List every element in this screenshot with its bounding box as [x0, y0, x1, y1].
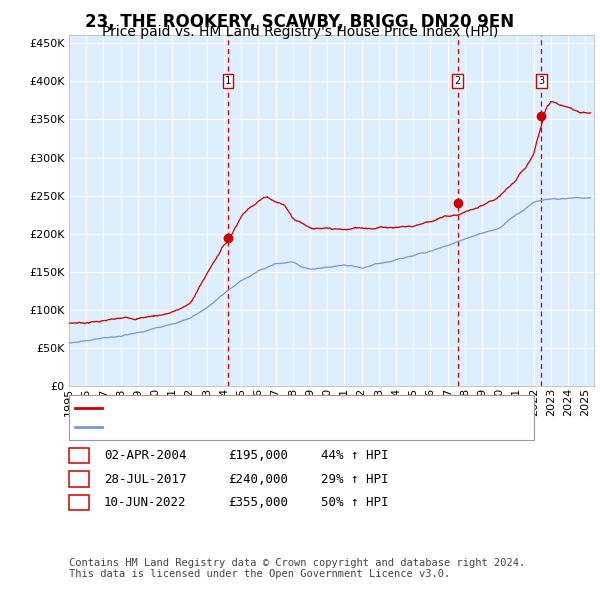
Text: £355,000: £355,000	[228, 496, 288, 509]
Text: 23, THE ROOKERY, SCAWBY, BRIGG, DN20 9EN (detached house): 23, THE ROOKERY, SCAWBY, BRIGG, DN20 9EN…	[108, 401, 514, 414]
Text: £195,000: £195,000	[228, 449, 288, 462]
Text: 10-JUN-2022: 10-JUN-2022	[104, 496, 187, 509]
Text: £240,000: £240,000	[228, 473, 288, 486]
Text: Price paid vs. HM Land Registry's House Price Index (HPI): Price paid vs. HM Land Registry's House …	[102, 25, 498, 39]
Text: Contains HM Land Registry data © Crown copyright and database right 2024.
This d: Contains HM Land Registry data © Crown c…	[69, 558, 525, 579]
Text: 1: 1	[225, 76, 232, 86]
Text: 02-APR-2004: 02-APR-2004	[104, 449, 187, 462]
Text: 3: 3	[538, 76, 544, 86]
Text: HPI: Average price, detached house, North Lincolnshire: HPI: Average price, detached house, Nort…	[108, 421, 493, 434]
Text: 3: 3	[76, 496, 83, 509]
Text: 2: 2	[455, 76, 461, 86]
Text: 44% ↑ HPI: 44% ↑ HPI	[321, 449, 389, 462]
Text: 2: 2	[76, 473, 83, 486]
Text: 50% ↑ HPI: 50% ↑ HPI	[321, 496, 389, 509]
Text: 23, THE ROOKERY, SCAWBY, BRIGG, DN20 9EN: 23, THE ROOKERY, SCAWBY, BRIGG, DN20 9EN	[85, 13, 515, 31]
Text: 29% ↑ HPI: 29% ↑ HPI	[321, 473, 389, 486]
Text: 28-JUL-2017: 28-JUL-2017	[104, 473, 187, 486]
Text: 1: 1	[76, 449, 83, 462]
